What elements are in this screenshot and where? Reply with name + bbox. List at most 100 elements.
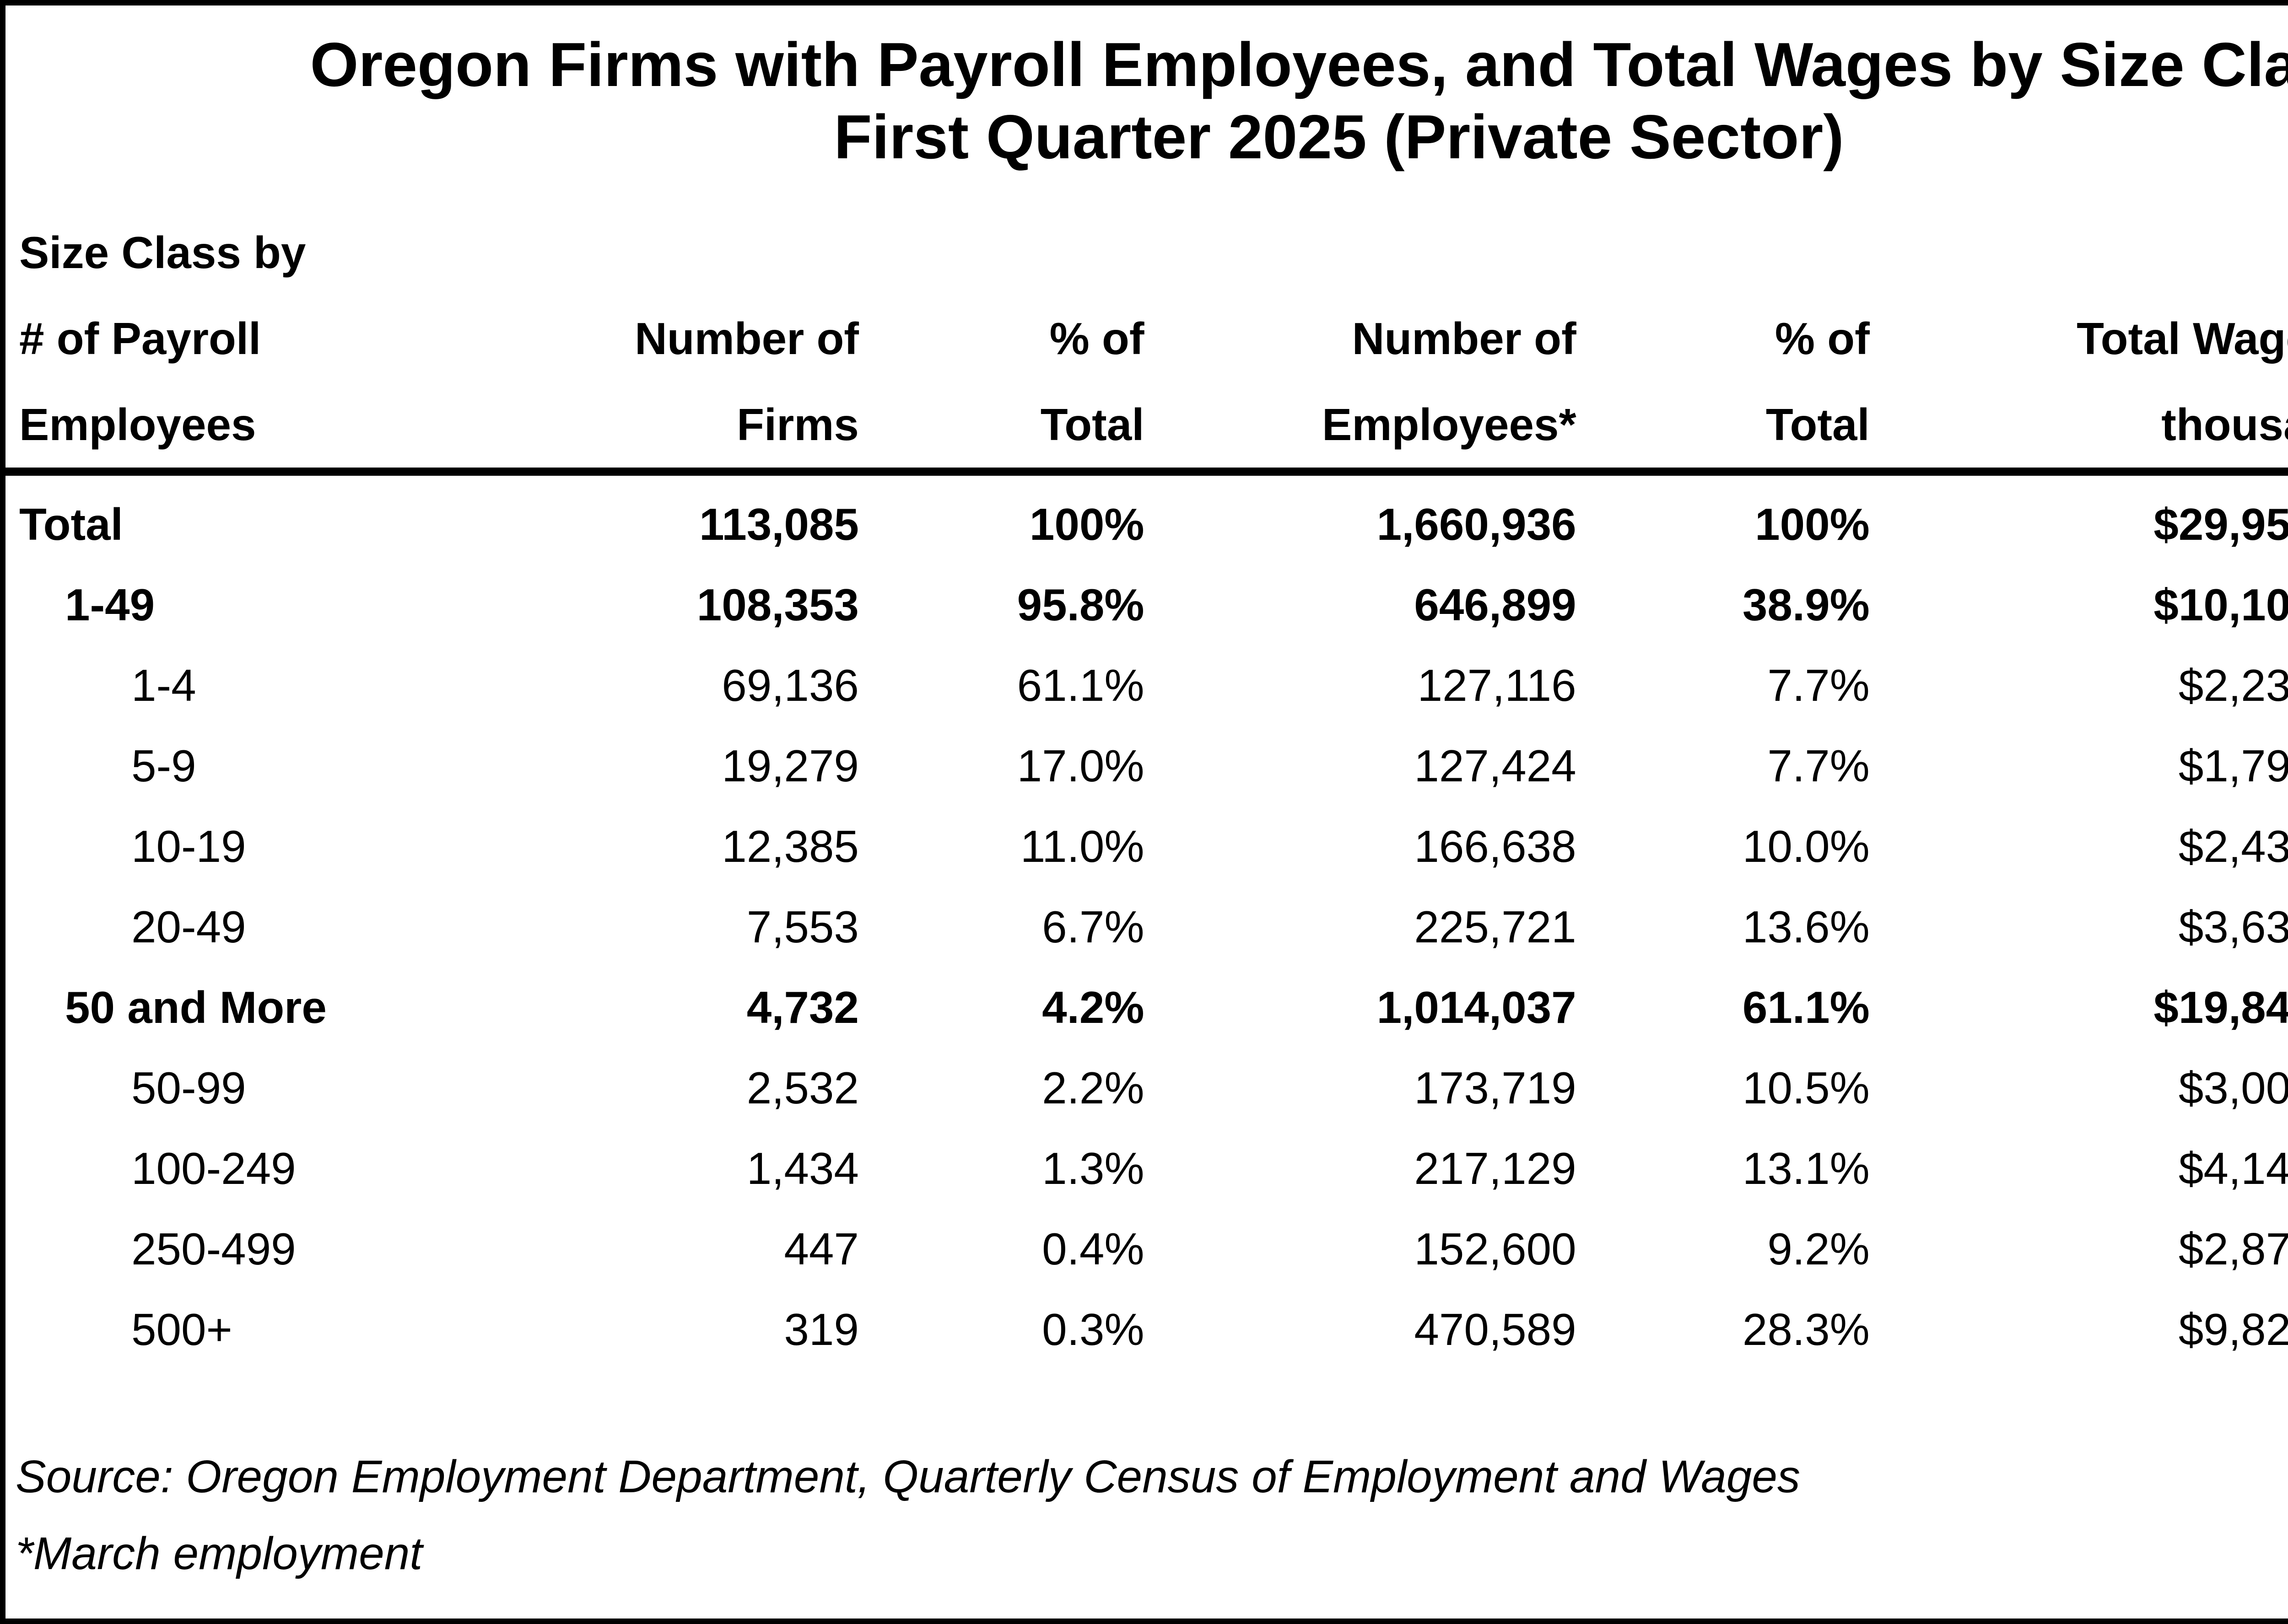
cell-employees-pct: 10.5% xyxy=(1742,1063,1870,1113)
header-number-of-firms: Number of Firms xyxy=(432,210,859,476)
header-firms-line1: Number of xyxy=(634,313,859,364)
cell-total-wages: $1,797,079 xyxy=(2178,741,2288,791)
cell-firms-pct: 100% xyxy=(1029,499,1144,549)
cell-firms-pct: 17.0% xyxy=(1017,741,1144,791)
cell-number-of-employees: 1,660,936 xyxy=(1376,499,1576,549)
cell-firms-pct: 61.1% xyxy=(1017,660,1144,710)
cell-firms-pct: 2.2% xyxy=(1042,1063,1144,1113)
table-row: 1-49108,35395.8%646,89938.9%$10,105,6233… xyxy=(5,565,2288,645)
title-line-2: First Quarter 2025 (Private Sector) xyxy=(834,102,1844,172)
header-employees-line2: Employees* xyxy=(1322,399,1576,450)
cell-firms-pct: 0.4% xyxy=(1042,1224,1144,1274)
cell-number-of-firms: 69,136 xyxy=(722,660,859,710)
cell-total-wages: $3,003,240 xyxy=(2178,1063,2288,1113)
header-size-class-line2: # of Payroll xyxy=(19,313,261,364)
header-wages-line1: Total Wages (in xyxy=(2077,313,2288,364)
cell-number-of-firms: 7,553 xyxy=(746,902,859,952)
row-label: 50-99 xyxy=(131,1063,246,1113)
source-line: Source: Oregon Employment Department, Qu… xyxy=(16,1451,1800,1502)
cell-employees-pct: 13.1% xyxy=(1742,1143,1870,1194)
header-wages-line2: thousands) xyxy=(2161,399,2288,450)
cell-number-of-employees: 217,129 xyxy=(1414,1143,1576,1194)
table-row: 100-2491,4341.3%217,12913.1%$4,144,76713… xyxy=(5,1128,2288,1209)
cell-firms-pct: 1.3% xyxy=(1042,1143,1144,1194)
header-employees-pct: % of Total xyxy=(1576,210,1870,476)
header-number-of-employees: Number of Employees* xyxy=(1144,210,1576,476)
cell-number-of-firms: 19,279 xyxy=(722,741,859,791)
cell-total-wages: $10,105,623 xyxy=(2153,580,2288,630)
cell-employees-pct: 9.2% xyxy=(1767,1224,1870,1274)
cell-total-wages: $2,878,206 xyxy=(2178,1224,2288,1274)
footnote-line: *March employment xyxy=(16,1528,423,1579)
row-label: Total xyxy=(19,499,123,549)
table-row: 20-497,5536.7%225,72113.6%$3,635,95012.1… xyxy=(5,887,2288,967)
title-line-1: Oregon Firms with Payroll Employees, and… xyxy=(310,30,2288,99)
cell-number-of-employees: 152,600 xyxy=(1414,1224,1576,1274)
cell-employees-pct: 28.3% xyxy=(1742,1304,1870,1355)
header-firms-pct-line1: % of xyxy=(1049,313,1144,364)
header-size-class: Size Class by # of Payroll Employees xyxy=(5,210,432,476)
cell-number-of-firms: 319 xyxy=(784,1304,859,1355)
cell-employees-pct: 61.1% xyxy=(1742,982,1870,1032)
cell-number-of-employees: 1,014,037 xyxy=(1376,982,1576,1032)
cell-number-of-employees: 173,719 xyxy=(1414,1063,1576,1113)
cell-firms-pct: 6.7% xyxy=(1042,902,1144,952)
cell-number-of-firms: 108,353 xyxy=(696,580,859,630)
header-firms-pct-line2: Total xyxy=(1040,399,1144,450)
cell-number-of-firms: 2,532 xyxy=(746,1063,859,1113)
cell-number-of-firms: 113,085 xyxy=(699,499,859,549)
row-label: 500+ xyxy=(131,1304,232,1355)
row-label: 10-19 xyxy=(131,821,246,871)
cell-number-of-firms: 447 xyxy=(784,1224,859,1274)
header-size-class-line1: Size Class by xyxy=(19,227,306,278)
cell-number-of-employees: 127,424 xyxy=(1414,741,1576,791)
cell-employees-pct: 13.6% xyxy=(1742,902,1870,952)
cell-number-of-firms: 12,385 xyxy=(722,821,859,871)
cell-employees-pct: 10.0% xyxy=(1742,821,1870,871)
row-label: 50 and More xyxy=(65,982,327,1032)
header-employees-pct-line1: % of xyxy=(1775,313,1870,364)
row-label: 1-4 xyxy=(131,660,196,710)
header-employees-pct-line2: Total xyxy=(1765,399,1870,450)
header-employees-line1: Number of xyxy=(1352,313,1576,364)
header-row: Size Class by # of Payroll Employees Num… xyxy=(5,210,2288,476)
row-label: 100-249 xyxy=(131,1143,296,1194)
cell-total-wages: $3,635,950 xyxy=(2178,902,2288,952)
cell-firms-pct: 11.0% xyxy=(1020,821,1144,871)
cell-employees-pct: 7.7% xyxy=(1767,660,1870,710)
cell-number-of-firms: 4,732 xyxy=(746,982,859,1032)
cell-total-wages: $2,238,444 xyxy=(2178,660,2288,710)
row-label: 5-9 xyxy=(131,741,196,791)
table-row: 50 and More 4,732 4.2% 1,014,037 61.1% $19,84… xyxy=(5,967,2288,1048)
cell-employees-pct: 7.7% xyxy=(1767,741,1870,791)
cell-employees-pct: 100% xyxy=(1755,499,1870,549)
cell-total-wages: $29,951,880 xyxy=(2153,499,2288,549)
cell-number-of-employees: 127,116 xyxy=(1417,660,1576,710)
cell-total-wages: $4,144,767 xyxy=(2178,1143,2288,1194)
cell-firms-pct: 95.8% xyxy=(1017,580,1144,630)
cell-firms-pct: 0.3% xyxy=(1042,1304,1144,1355)
row-label: 250-499 xyxy=(131,1224,296,1274)
cell-firms-pct: 4.2% xyxy=(1042,982,1144,1032)
cell-number-of-employees: 470,589 xyxy=(1414,1304,1576,1355)
cell-employees-pct: 38.9% xyxy=(1742,580,1870,630)
table-row: 50-992,5322.2%173,71910.5%$3,003,24010.0… xyxy=(5,1048,2288,1128)
header-firms-pct: % of Total xyxy=(858,210,1144,476)
table-row: Total 113,085 100% 1,660,936 100% $29,951,880… xyxy=(5,472,2288,565)
cell-total-wages: $9,820,045 xyxy=(2178,1304,2288,1355)
table-row: 10-1912,38511.0%166,63810.0%$2,434,1508.… xyxy=(5,806,2288,887)
row-label: 1-49 xyxy=(65,580,155,630)
cell-number-of-firms: 1,434 xyxy=(746,1143,859,1194)
cell-number-of-employees: 225,721 xyxy=(1414,902,1576,952)
cell-total-wages: $2,434,150 xyxy=(2178,821,2288,871)
cell-total-wages: $19,846,257 xyxy=(2153,982,2288,1032)
cell-number-of-employees: 166,638 xyxy=(1414,821,1576,871)
header-total-wages: Total Wages (in thousands) xyxy=(1869,210,2288,476)
table-body: Total 113,085 100% 1,660,936 100% $29,951,880… xyxy=(5,472,2288,1370)
source-note: Source: Oregon Employment Department, Qu… xyxy=(5,1438,2288,1592)
